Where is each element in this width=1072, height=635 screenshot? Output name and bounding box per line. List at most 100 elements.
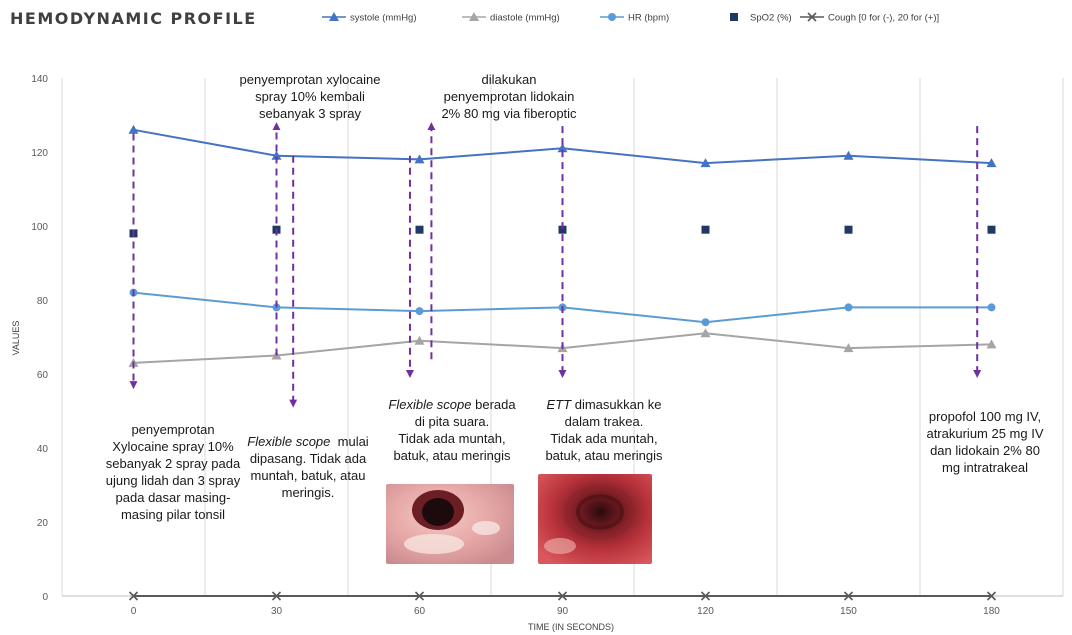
legend-item: SpO2 (%) <box>730 13 792 24</box>
annotation-line: sebanyak 3 spray <box>222 105 398 122</box>
data-point <box>557 143 568 153</box>
legend-label: HR (bpm) <box>628 13 669 24</box>
annotation-line: mg intratrakeal <box>910 459 1060 476</box>
annotation-text: sebanyak 2 spray pada <box>105 456 241 471</box>
series-4 <box>128 591 997 601</box>
annotation-line: batuk, atau meringis <box>378 447 526 464</box>
annotation-time-60: Flexible scope berada di pita suara. Tidak… <box>378 396 526 464</box>
annotation-text: dalam trakea. <box>564 414 644 429</box>
annotation-text: pada dasar masing- <box>115 490 231 505</box>
annotation-line: meringis. <box>232 484 384 501</box>
data-point <box>987 225 996 234</box>
y-tick-label: 100 <box>31 222 48 233</box>
annotation-text: ujung lidah dan 3 spray <box>105 473 241 488</box>
annotation-text: Tidak ada muntah, <box>398 431 506 446</box>
annotation-line: di pita suara. <box>378 413 526 430</box>
annotation-text: masing pilar tonsil <box>120 507 226 522</box>
annotation-time-30-bottom: Flexible scope mulai dipasang. Tidak ada m… <box>232 433 384 501</box>
annotation-text: dilakukan <box>481 72 537 87</box>
y-axis-label: VALUES <box>11 321 21 356</box>
annotation-line: dan lidokain 2% 80 <box>910 442 1060 459</box>
x-tick-label: 30 <box>271 606 283 617</box>
data-point <box>271 591 282 601</box>
legend-label: diastole (mmHg) <box>490 13 560 24</box>
data-point <box>987 303 996 312</box>
legend-marker <box>469 12 479 21</box>
y-tick-label: 0 <box>42 592 48 603</box>
x-tick-label: 0 <box>131 606 137 617</box>
data-point <box>843 343 854 353</box>
annotation-text: penyemprotan lidokain <box>443 89 575 104</box>
legend-marker <box>329 12 339 21</box>
data-point <box>844 225 853 234</box>
legend-marker <box>807 12 817 22</box>
annotation-text: muntah, batuk, atau <box>250 468 366 483</box>
series-0 <box>128 124 997 168</box>
annotation-line: dilakukan <box>420 71 598 88</box>
data-point <box>414 154 425 164</box>
y-tick-label: 20 <box>37 518 49 529</box>
annotation-text: berada <box>471 397 516 412</box>
annotation-time-30-top: penyemprotan xylocaine spray 10% kembali s… <box>222 71 398 122</box>
y-tick-label: 120 <box>31 148 48 159</box>
y-tick-label: 40 <box>37 444 49 455</box>
annotation-text: dipasang. Tidak ada <box>249 451 367 466</box>
annotation-line: dalam trakea. <box>532 413 676 430</box>
data-point <box>701 318 710 327</box>
y-tick-label: 140 <box>31 74 48 85</box>
legend-label: SpO2 (%) <box>750 13 792 24</box>
annotation-text: di pita suara. <box>414 414 490 429</box>
data-point <box>986 591 997 601</box>
annotation-line: ujung lidah dan 3 spray <box>82 472 264 489</box>
annotation-text: 2% 80 mg via fiberoptic <box>441 106 577 121</box>
y-tick-label: 80 <box>37 296 49 307</box>
annotation-text: dan lidokain 2% 80 <box>930 443 1040 458</box>
annotation-time-0: penyemprotan Xylocaine spray 10% sebanyak … <box>82 421 264 523</box>
legend-label: Cough [0 for (-), 20 for (+)] <box>828 13 939 24</box>
y-tick-label: 60 <box>37 370 49 381</box>
annotation-line: propofol 100 mg IV, <box>910 408 1060 425</box>
annotation-text: penyemprotan <box>131 422 215 437</box>
annotation-text: Xylocaine spray 10% <box>112 439 234 454</box>
x-tick-label: 90 <box>557 606 569 617</box>
legend: systole (mmHg) diastole (mmHg) HR (bpm) SpO… <box>322 12 939 24</box>
legend-item: systole (mmHg) <box>322 12 417 24</box>
annotation-line: muntah, batuk, atau <box>232 467 384 484</box>
legend-item: Cough [0 for (-), 20 for (+)] <box>800 12 939 24</box>
y-axis-ticks: 0 20 40 60 80 100 120 140 <box>31 74 48 603</box>
legend-marker <box>730 13 738 21</box>
annotation-text: penyemprotan xylocaine <box>239 72 381 87</box>
annotation-line: Tidak ada muntah, <box>532 430 676 447</box>
annotation-line: penyemprotan lidokain <box>420 88 598 105</box>
annotation-time-75-top: dilakukan penyemprotan lidokain 2% 80 mg v… <box>420 71 598 122</box>
data-point <box>415 225 424 234</box>
data-point <box>844 303 853 312</box>
legend-item: diastole (mmHg) <box>462 12 560 24</box>
annotation-line: ETT dimasukkan ke <box>532 396 676 413</box>
data-point <box>986 339 997 349</box>
data-point <box>700 328 711 338</box>
data-point <box>271 150 282 160</box>
annotation-line: Flexible scope berada <box>378 396 526 413</box>
x-axis-ticks: 0 30 60 90 120 150 180 <box>131 606 1001 617</box>
annotation-text: meringis. <box>281 485 335 500</box>
data-point <box>701 225 710 234</box>
annotation-text: batuk, atau meringis <box>393 448 511 463</box>
x-tick-label: 150 <box>840 606 857 617</box>
annotation-text: mg intratrakeal <box>942 460 1028 475</box>
data-point <box>843 591 854 601</box>
x-axis-label: TIME (IN SECONDS) <box>528 622 614 632</box>
annotation-text: propofol 100 mg IV, <box>928 409 1042 424</box>
annotation-text: atrakurium 25 mg IV <box>926 426 1044 441</box>
annotation-line: atrakurium 25 mg IV <box>910 425 1060 442</box>
data-point <box>128 591 139 601</box>
arrows-layer <box>129 122 982 408</box>
annotation-text: batuk, atau meringis <box>545 448 663 463</box>
annotation-italic-text: Flexible scope <box>388 397 472 412</box>
data-point <box>700 158 711 168</box>
data-point <box>986 158 997 168</box>
annotation-text: spray 10% kembali <box>255 89 365 104</box>
trachea-photo <box>538 474 652 564</box>
data-point <box>414 591 425 601</box>
